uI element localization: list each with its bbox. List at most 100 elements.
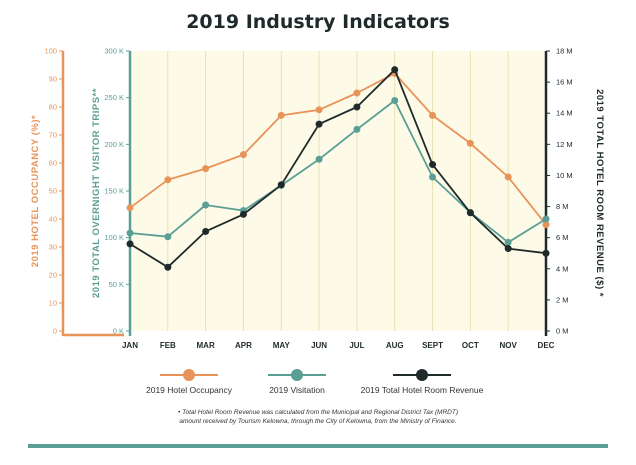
month-label-nov: NOV — [500, 341, 518, 350]
data-point-revenue-may — [277, 181, 285, 189]
chart-title: 2019 Industry Indicators — [186, 11, 450, 33]
data-point-revenue-jan — [126, 240, 134, 248]
visitation-tick-label: 200 K — [104, 140, 124, 149]
occupancy-tick-label: 60 — [49, 159, 57, 168]
revenue-tick-label: 4 M — [556, 264, 569, 273]
data-point-occupancy-mar — [202, 165, 210, 173]
occupancy-tick-label: 40 — [49, 215, 57, 224]
data-point-visitation-aug — [391, 96, 399, 104]
revenue-tick-label: 10 M — [556, 171, 573, 180]
occupancy-tick-label: 100 — [44, 47, 57, 56]
data-point-visitation-mar — [202, 201, 210, 209]
revenue-tick-label: 18 M — [556, 47, 573, 56]
occupancy-axis-ticks: 0 10 20 30 40 50 60 70 80 90 100 — [44, 47, 63, 336]
footnote-line-1: • Total Hotel Room Revenue was calculate… — [178, 409, 458, 416]
data-point-revenue-sept — [429, 161, 437, 169]
revenue-tick-label: 6 M — [556, 233, 569, 242]
occupancy-tick-label: 20 — [49, 271, 57, 280]
data-point-occupancy-oct — [466, 139, 474, 147]
footnote-line-2: amount received by Tourism Kelowna, thro… — [179, 418, 456, 425]
month-label-jun: JUN — [311, 341, 327, 350]
series-revenue — [126, 66, 550, 271]
visitation-tick-label: 300 K — [104, 47, 124, 56]
legend: 2019 Hotel Occupancy 2019 Visitation 201… — [146, 369, 484, 395]
data-point-occupancy-dec — [542, 221, 550, 229]
footnote: • Total Hotel Room Revenue was calculate… — [178, 409, 458, 425]
legend-revenue-marker — [416, 369, 428, 381]
data-point-revenue-aug — [391, 66, 399, 74]
legend-visitation-marker — [291, 369, 303, 381]
month-label-mar: MAR — [197, 341, 215, 350]
visitation-tick-label: 0 K — [113, 327, 124, 336]
occupancy-tick-label: 80 — [49, 103, 57, 112]
series-line-revenue — [129, 68, 547, 269]
plot-background — [130, 51, 546, 331]
revenue-tick-label: 14 M — [556, 109, 573, 118]
data-point-revenue-nov — [504, 245, 512, 253]
x-axis-month-labels: JAN FEB MAR APR MAY JUN JUL AUG SEPT OCT NOV DEC — [122, 341, 555, 350]
month-label-aug: AUG — [386, 341, 404, 350]
revenue-tick-label: 2 M — [556, 295, 569, 304]
month-label-dec: DEC — [538, 341, 555, 350]
month-label-feb: FEB — [160, 341, 176, 350]
data-point-occupancy-feb — [164, 176, 172, 184]
occupancy-tick-label: 70 — [49, 131, 57, 140]
legend-item-revenue: 2019 Total Hotel Room Revenue — [361, 369, 484, 395]
visitation-axis-title: 2019 TOTAL OVERNIGHT VISITOR TRIPS** — [91, 88, 102, 298]
visitation-tick-label: 150 K — [104, 187, 124, 196]
data-point-revenue-oct — [466, 209, 474, 217]
legend-revenue-label: 2019 Total Hotel Room Revenue — [361, 385, 484, 395]
footer-bar — [28, 444, 608, 448]
data-point-occupancy-sept — [429, 111, 437, 119]
occupancy-tick-label: 50 — [49, 187, 57, 196]
legend-item-visitation: 2019 Visitation — [268, 369, 326, 395]
data-point-visitation-jun — [315, 155, 323, 163]
visitation-tick-label: 250 K — [104, 93, 124, 102]
legend-occupancy-marker — [183, 369, 195, 381]
data-point-visitation-feb — [164, 233, 172, 241]
revenue-tick-label: 12 M — [556, 140, 573, 149]
data-point-revenue-apr — [239, 210, 247, 218]
data-point-visitation-dec — [542, 215, 550, 223]
month-label-jan: JAN — [122, 341, 138, 350]
occupancy-tick-label: 30 — [49, 243, 57, 252]
data-point-visitation-jan — [126, 229, 134, 237]
visitation-tick-label: 50 K — [109, 280, 124, 289]
data-point-occupancy-jul — [353, 89, 361, 97]
data-point-revenue-dec — [542, 249, 550, 257]
data-point-revenue-jul — [353, 103, 361, 111]
occupancy-tick-label: 0 — [53, 327, 57, 336]
data-point-visitation-nov — [504, 238, 512, 246]
data-point-occupancy-may — [277, 111, 285, 119]
occupancy-tick-label: 10 — [49, 299, 57, 308]
month-label-jul: JUL — [349, 341, 364, 350]
legend-item-occupancy: 2019 Hotel Occupancy — [146, 369, 233, 395]
visitation-tick-label: 100 K — [104, 233, 124, 242]
data-point-revenue-mar — [202, 227, 210, 235]
legend-visitation-label: 2019 Visitation — [269, 385, 325, 395]
data-point-occupancy-jan — [126, 204, 134, 212]
occupancy-tick-label: 90 — [49, 75, 57, 84]
data-point-revenue-jun — [315, 120, 323, 128]
month-label-may: MAY — [273, 341, 291, 350]
data-point-occupancy-apr — [239, 151, 247, 159]
month-label-sept: SEPT — [422, 341, 443, 350]
revenue-tick-label: 16 M — [556, 78, 573, 87]
revenue-axis-ticks: 0 M 2 M 4 M 6 M 8 M 10 M 12 M 14 M 16 M 18 M — [546, 47, 573, 336]
occupancy-axis-title: 2019 HOTEL OCCUPANCY (%)* — [30, 115, 41, 267]
series-layer — [126, 66, 550, 271]
month-label-apr: APR — [235, 341, 252, 350]
data-point-visitation-sept — [429, 173, 437, 181]
data-point-visitation-jul — [353, 125, 361, 133]
legend-occupancy-label: 2019 Hotel Occupancy — [146, 385, 233, 395]
data-point-revenue-feb — [164, 263, 172, 271]
revenue-tick-label: 0 M — [556, 327, 569, 336]
revenue-tick-label: 8 M — [556, 202, 569, 211]
month-label-oct: OCT — [462, 341, 479, 350]
series-line-occupancy — [129, 72, 547, 226]
revenue-axis-title: 2019 TOTAL HOTEL ROOM REVENUE ($) * — [594, 89, 605, 297]
data-point-occupancy-jun — [315, 106, 323, 114]
visitation-axis-ticks: 0 K 50 K 100 K 150 K 200 K 250 K 300 K — [104, 47, 130, 336]
series-line-visitation — [129, 99, 547, 244]
